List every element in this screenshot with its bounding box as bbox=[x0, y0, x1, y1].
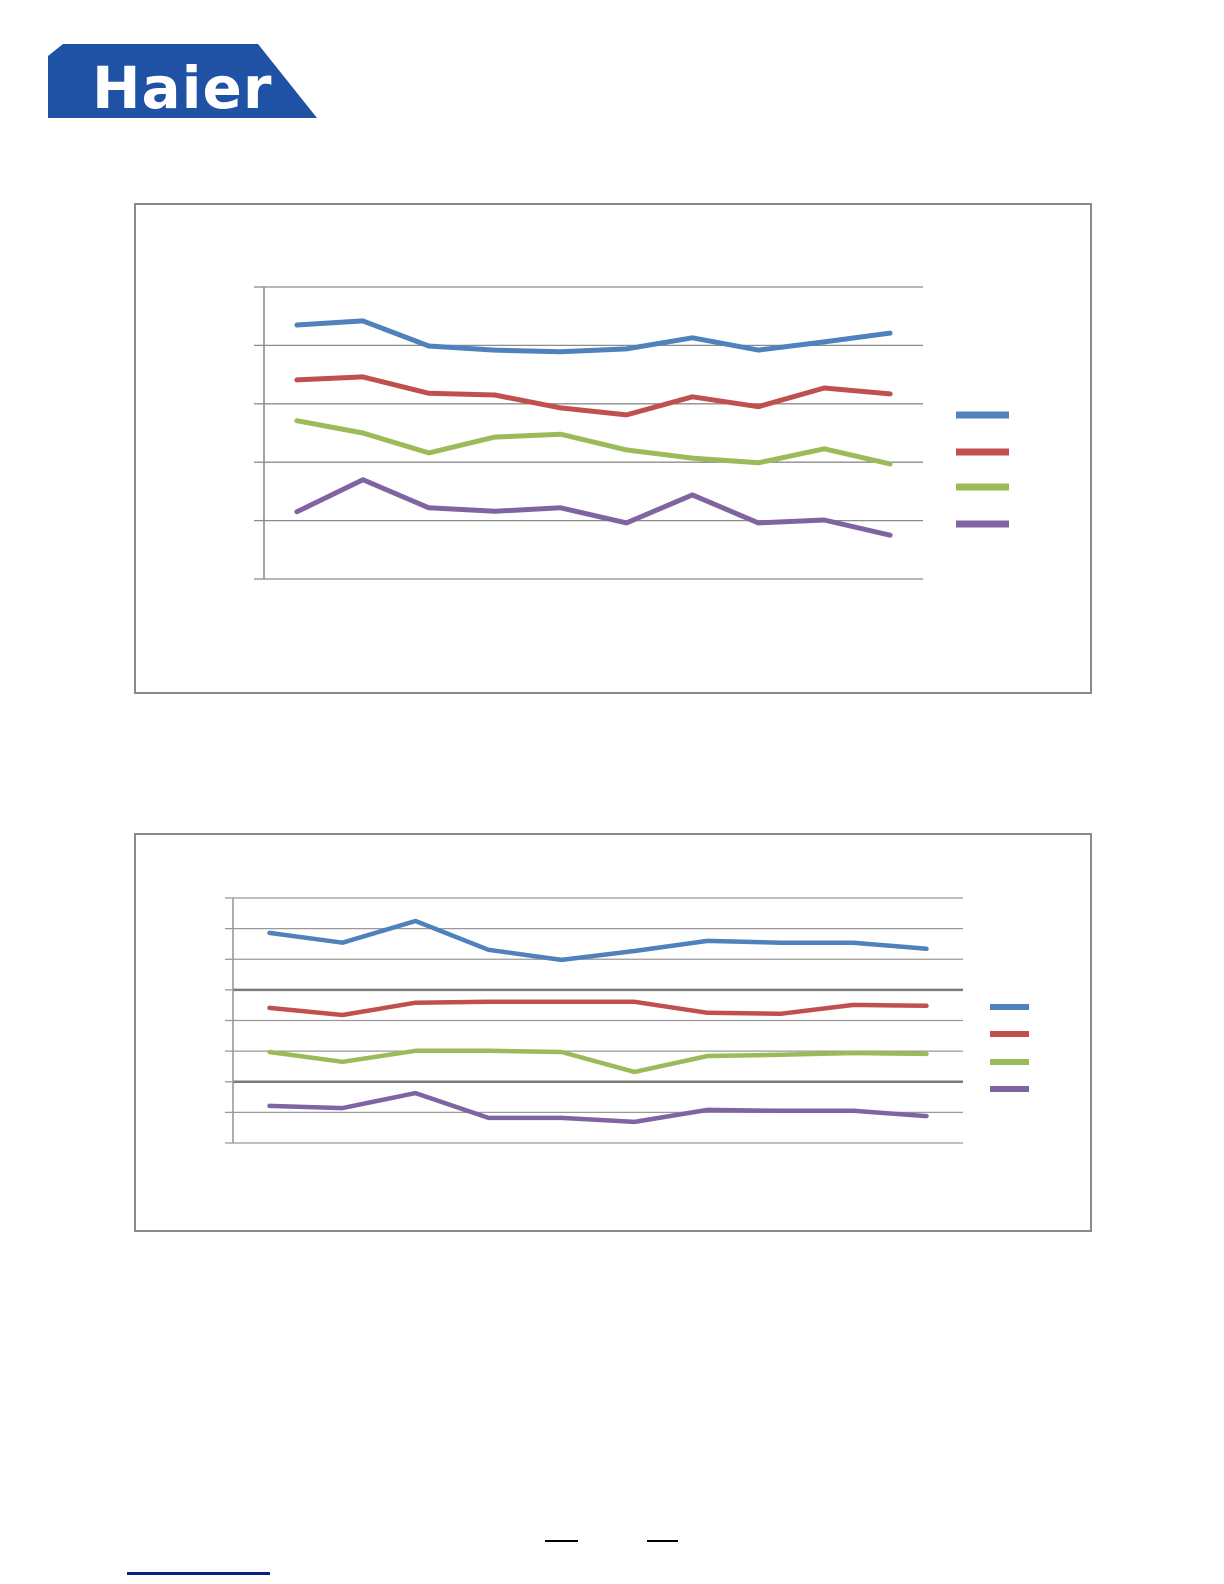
chart-1-canvas bbox=[254, 286, 1009, 580]
series-line-blue bbox=[294, 318, 893, 355]
chart-1-frame bbox=[134, 203, 1092, 694]
legend-swatch-purple bbox=[990, 1086, 1029, 1092]
legend-swatch-green bbox=[956, 483, 1009, 491]
chart-2-canvas bbox=[225, 897, 1029, 1144]
series-line-blue bbox=[267, 918, 929, 963]
series-line-purple bbox=[294, 477, 893, 538]
footer-blank-dash-1 bbox=[545, 1540, 578, 1542]
haier-logo-text: Haier bbox=[92, 54, 273, 119]
series-line-red bbox=[294, 374, 893, 418]
series-line-green bbox=[294, 418, 893, 467]
series-line-purple bbox=[267, 1090, 929, 1125]
haier-logo-shape bbox=[48, 44, 317, 118]
series-line-red bbox=[267, 999, 929, 1018]
legend-swatch-red bbox=[956, 448, 1009, 456]
legend-swatch-red bbox=[990, 1031, 1029, 1037]
haier-logo-svg: Haier bbox=[48, 44, 317, 122]
haier-logo: Haier bbox=[48, 44, 317, 122]
legend-swatch-green bbox=[990, 1059, 1029, 1065]
chart-2-frame bbox=[134, 833, 1092, 1232]
footer-underline-rule bbox=[127, 1572, 270, 1575]
legend-swatch-blue bbox=[956, 411, 1009, 419]
legend-swatch-purple bbox=[956, 520, 1009, 528]
series-line-green bbox=[267, 1048, 929, 1075]
legend-swatch-blue bbox=[990, 1004, 1029, 1010]
footer-blank-dash-2 bbox=[647, 1540, 678, 1542]
